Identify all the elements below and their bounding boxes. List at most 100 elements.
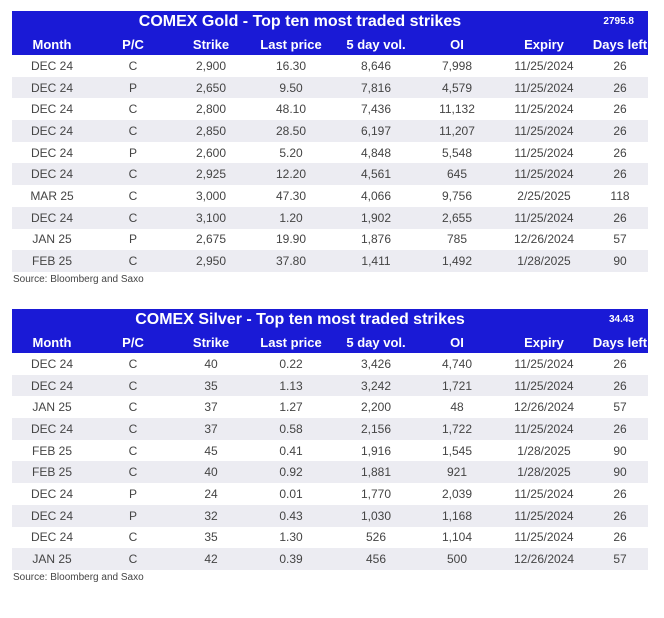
table-cell: 11,132 bbox=[439, 102, 475, 117]
table-cell: C bbox=[128, 421, 138, 436]
table-cell: C bbox=[128, 465, 138, 480]
table-cell: 11/25/2024 bbox=[514, 58, 574, 73]
silver-table-body: DEC 24 C 40 0.22 3,426 4,740 11/25/2024 26 DEC 2… bbox=[12, 353, 648, 570]
table-cell: 24 bbox=[204, 486, 218, 501]
table-cell: 4,579 bbox=[441, 80, 473, 95]
table-cell: 11/25/2024 bbox=[514, 123, 574, 138]
gold-panel: COMEX Gold - Top ten most traded strikes… bbox=[12, 11, 648, 287]
gold-table-title: COMEX Gold - Top ten most traded strikes bbox=[138, 13, 462, 30]
table-cell: 11/25/2024 bbox=[514, 421, 574, 436]
table-row: DEC 24 P 2,650 9.50 7,816 4,579 11/25/2024 26 bbox=[12, 76, 648, 99]
table-cell: 26 bbox=[613, 486, 627, 501]
table-cell: 500 bbox=[446, 552, 468, 567]
table-cell: 118 bbox=[610, 188, 630, 203]
table-cell: P bbox=[128, 508, 137, 523]
table-cell: 26 bbox=[613, 356, 627, 371]
table-cell: 1,492 bbox=[441, 254, 473, 269]
table-cell: 11/25/2024 bbox=[514, 356, 574, 371]
column-header: OI bbox=[450, 334, 464, 350]
table-cell: 0.41 bbox=[279, 443, 303, 458]
table-row: MAR 25 C 3,000 47.30 4,066 9,756 2/25/2025 118 bbox=[12, 185, 648, 207]
table-cell: 47.30 bbox=[275, 188, 307, 203]
table-row: JAN 25 C 42 0.39 456 500 12/26/2024 57 bbox=[12, 548, 648, 570]
table-cell: 3,426 bbox=[360, 356, 392, 371]
table-cell: FEB 25 bbox=[31, 443, 73, 458]
silver-spot-price: 34.43 bbox=[608, 314, 634, 325]
table-cell: 1/28/2025 bbox=[517, 443, 571, 458]
table-cell: MAR 25 bbox=[30, 188, 74, 203]
table-row: DEC 24 C 2,850 28.50 6,197 11,207 11/25/2024 26 bbox=[12, 120, 648, 142]
table-row: FEB 25 C 2,950 37.80 1,411 1,492 1/28/2025 90 bbox=[12, 250, 648, 272]
table-cell: 12/26/2024 bbox=[513, 552, 575, 567]
table-cell: C bbox=[128, 188, 138, 203]
column-header: Days left bbox=[592, 334, 648, 350]
column-header: Month bbox=[32, 36, 72, 52]
table-cell: DEC 24 bbox=[30, 356, 74, 371]
table-row: DEC 24 P 2,600 5.20 4,848 5,548 11/25/2024 26 bbox=[12, 141, 648, 164]
table-cell: 3,100 bbox=[195, 210, 227, 225]
table-cell: C bbox=[128, 530, 138, 545]
column-header: Month bbox=[32, 334, 72, 350]
table-cell: 1,770 bbox=[360, 486, 392, 501]
column-header: Strike bbox=[192, 36, 230, 52]
column-header: Strike bbox=[192, 334, 230, 350]
table-cell: 0.39 bbox=[279, 552, 303, 567]
table-cell: 1/28/2025 bbox=[517, 254, 571, 269]
table-cell: 2,156 bbox=[360, 421, 392, 436]
table-cell: 0.43 bbox=[279, 508, 303, 523]
table-cell: 7,998 bbox=[441, 58, 473, 73]
table-cell: 26 bbox=[613, 145, 627, 160]
table-cell: 645 bbox=[446, 167, 468, 182]
column-header: Expiry bbox=[524, 334, 564, 350]
table-cell: C bbox=[128, 552, 138, 567]
table-cell: 5.20 bbox=[279, 145, 303, 160]
table-cell: 1,545 bbox=[441, 443, 473, 458]
gold-strikes-table: Month P/C Strike Last price 5 day vol. OI Expi… bbox=[12, 33, 648, 272]
table-row: DEC 24 C 37 0.58 2,156 1,722 11/25/2024 26 bbox=[12, 418, 648, 440]
table-cell: C bbox=[128, 58, 138, 73]
table-cell: C bbox=[128, 356, 138, 371]
table-cell: C bbox=[128, 210, 138, 225]
table-cell: C bbox=[128, 167, 138, 182]
table-cell: 90 bbox=[613, 254, 627, 269]
gold-header-row: Month P/C Strike Last price 5 day vol. OI Expi… bbox=[12, 33, 648, 55]
column-header: 5 day vol. bbox=[346, 36, 406, 52]
table-cell: C bbox=[128, 123, 138, 138]
table-cell: 26 bbox=[613, 210, 627, 225]
table-cell: P bbox=[128, 145, 137, 160]
table-cell: 0.22 bbox=[279, 356, 303, 371]
table-cell: 1,722 bbox=[441, 421, 473, 436]
table-cell: 2,200 bbox=[360, 400, 392, 415]
table-row: DEC 24 C 35 1.30 526 1,104 11/25/2024 26 bbox=[12, 526, 648, 549]
table-cell: 1,411 bbox=[361, 254, 391, 269]
table-row: JAN 25 P 2,675 19.90 1,876 785 12/26/2024 57 bbox=[12, 228, 648, 251]
table-cell: 1,916 bbox=[360, 443, 392, 458]
table-cell: 2,900 bbox=[195, 58, 227, 73]
table-cell: 11/25/2024 bbox=[514, 378, 574, 393]
table-cell: 16.30 bbox=[275, 58, 307, 73]
silver-source-note: Source: Bloomberg and Saxo bbox=[13, 571, 144, 583]
table-cell: JAN 25 bbox=[32, 232, 72, 247]
table-cell: 11/25/2024 bbox=[514, 530, 574, 545]
gold-source-note: Source: Bloomberg and Saxo bbox=[13, 273, 144, 285]
table-cell: 2/25/2025 bbox=[517, 188, 571, 203]
table-cell: FEB 25 bbox=[31, 465, 73, 480]
table-cell: DEC 24 bbox=[30, 486, 74, 501]
table-row: FEB 25 C 40 0.92 1,881 921 1/28/2025 90 bbox=[12, 461, 648, 484]
table-cell: 48.10 bbox=[275, 102, 307, 117]
table-cell: 57 bbox=[613, 400, 627, 415]
table-cell: DEC 24 bbox=[30, 102, 74, 117]
table-cell: 26 bbox=[613, 167, 627, 182]
gold-spot-price: 2795.8 bbox=[603, 16, 634, 27]
table-cell: 9,756 bbox=[441, 188, 473, 203]
table-cell: DEC 24 bbox=[30, 421, 74, 436]
table-cell: 1,902 bbox=[360, 210, 392, 225]
table-cell: FEB 25 bbox=[31, 254, 73, 269]
table-cell: 1,168 bbox=[441, 508, 473, 523]
table-cell: 2,925 bbox=[195, 167, 227, 182]
table-cell: 3,000 bbox=[195, 188, 227, 203]
table-cell: 8,646 bbox=[360, 58, 392, 73]
table-cell: 26 bbox=[613, 80, 627, 95]
table-cell: 11,207 bbox=[439, 123, 475, 138]
table-cell: 4,066 bbox=[360, 188, 392, 203]
